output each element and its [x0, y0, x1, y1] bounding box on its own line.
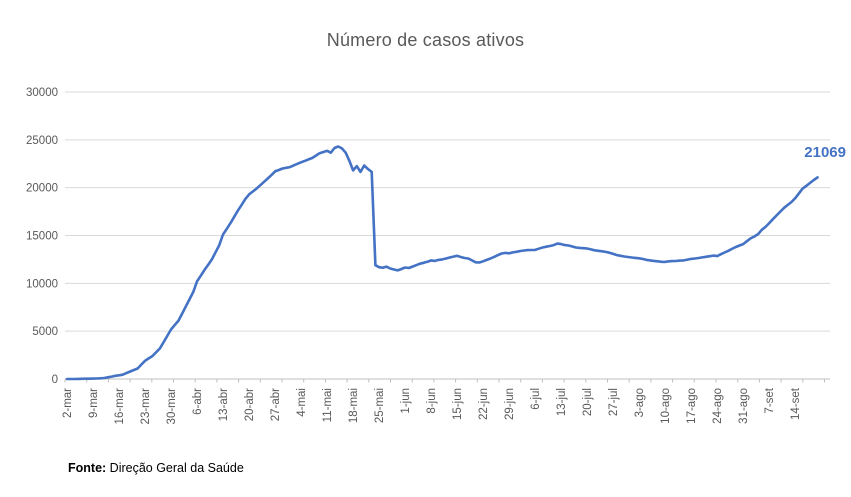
x-axis-tick-label: 17-ago [686, 388, 698, 424]
x-axis-tick-label: 20-abr [244, 388, 256, 421]
x-axis-tick-label: 6-jul [530, 388, 542, 410]
x-axis-tick-label: 13-jul [556, 388, 568, 416]
x-axis-tick-label: 11-mai [322, 388, 334, 422]
x-axis-tick-label: 18-mai [348, 388, 360, 423]
x-axis-tick-label: 14-set [790, 387, 802, 420]
x-axis-tick-label: 16-mar [114, 388, 126, 425]
y-axis-tick-label: 25000 [26, 135, 58, 147]
x-axis-tick-label: 25-mai [374, 388, 386, 423]
y-axis-tick-label: 10000 [26, 278, 58, 290]
x-axis-tick-label: 15-jun [452, 388, 464, 420]
x-axis-tick-label: 7-set [764, 387, 776, 413]
x-axis-tick-label: 27-jul [608, 388, 620, 416]
x-axis-tick-label: 6-abr [192, 388, 204, 415]
x-axis-tick-label: 20-jul [582, 388, 594, 416]
source-label: Fonte: [68, 461, 107, 475]
x-axis-tick-label: 30-mar [166, 388, 178, 425]
x-axis-tick-label: 27-abr [270, 388, 282, 421]
x-axis-tick-label: 22-jun [478, 388, 490, 420]
last-value-label: 21069 [804, 144, 846, 161]
x-axis-tick-label: 4-mai [296, 388, 308, 417]
x-axis-tick-label: 10-ago [660, 388, 672, 424]
x-axis-tick-label: 9-mar [88, 388, 100, 418]
x-axis-tick-label: 23-mar [140, 388, 152, 425]
chart-title: Número de casos ativos [326, 30, 525, 50]
x-axis-tick-label: 24-ago [712, 388, 724, 424]
y-axis-tick-label: 30000 [26, 87, 58, 99]
y-axis-tick-label: 20000 [26, 183, 58, 195]
x-axis-tick-label: 2-mar [62, 388, 74, 418]
x-axis-tick-label: 8-jun [426, 388, 438, 414]
source-text: Direção Geral da Saúde [106, 461, 244, 475]
y-axis-tick-label: 5000 [32, 326, 58, 338]
x-axis-tick-label: 31-ago [738, 388, 750, 424]
y-axis-tick-label: 0 [52, 374, 58, 386]
x-axis-tick-label: 1-jun [400, 388, 412, 414]
x-axis-tick-label: 29-jun [504, 388, 516, 420]
x-axis-tick-label: 3-ago [634, 388, 646, 417]
source-note: Fonte: Direção Geral da Saúde [68, 461, 244, 475]
y-axis-tick-label: 15000 [26, 231, 58, 243]
x-axis-tick-label: 13-abr [218, 388, 230, 421]
series-line-casos-ativos [65, 145, 819, 381]
